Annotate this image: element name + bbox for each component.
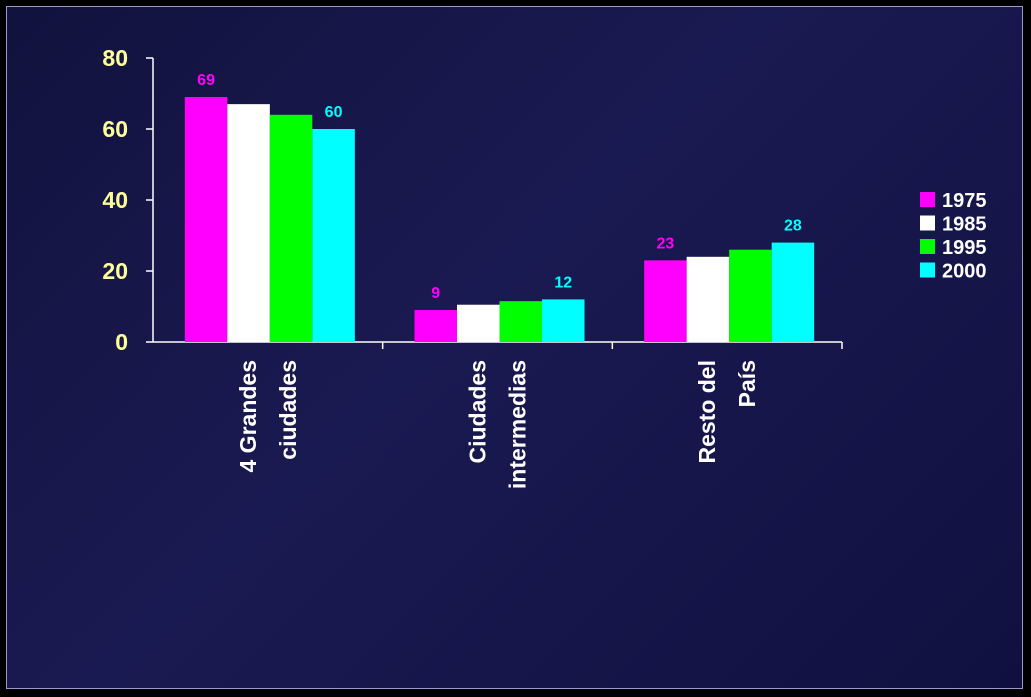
y-tick-label: 20 bbox=[102, 258, 128, 284]
bar bbox=[771, 242, 815, 342]
legend-swatch bbox=[920, 262, 935, 278]
data-label: 9 bbox=[431, 285, 440, 302]
y-tick-label: 80 bbox=[102, 45, 128, 71]
slide-frame bbox=[6, 6, 1023, 689]
legend-label: 1995 bbox=[942, 237, 987, 259]
y-tick-label: 0 bbox=[115, 329, 128, 355]
data-label: 60 bbox=[325, 104, 343, 121]
bar bbox=[499, 301, 542, 342]
category-label: Resto del País bbox=[694, 360, 760, 464]
data-label: 69 bbox=[197, 72, 215, 89]
category-label: 4 Grandes ciudades bbox=[235, 360, 301, 473]
legend-swatch bbox=[920, 215, 935, 231]
legend-swatch bbox=[920, 192, 935, 207]
bar bbox=[729, 249, 772, 342]
y-tick-label: 60 bbox=[102, 116, 128, 142]
bar bbox=[312, 129, 355, 342]
data-label: 28 bbox=[784, 218, 802, 235]
legend-swatch bbox=[920, 239, 935, 254]
legend-label: 1975 bbox=[942, 190, 987, 212]
bar bbox=[227, 104, 270, 343]
category-label: Ciudades intermedias bbox=[465, 360, 531, 489]
category-label-line: Resto del bbox=[694, 360, 720, 464]
bar bbox=[686, 256, 730, 342]
category-label-line: intermedias bbox=[505, 360, 531, 489]
category-label-line: ciudades bbox=[275, 360, 301, 460]
y-tick-label: 40 bbox=[102, 187, 128, 213]
bar bbox=[542, 299, 585, 342]
legend-label: 2000 bbox=[942, 261, 987, 283]
bar bbox=[457, 304, 500, 342]
bar bbox=[269, 114, 313, 342]
category-label-line: Ciudades bbox=[465, 360, 491, 464]
bar bbox=[644, 260, 687, 342]
bar bbox=[414, 310, 457, 342]
category-label-line: País bbox=[734, 360, 760, 407]
legend-label: 1985 bbox=[942, 214, 987, 236]
category-label-line: 4 Grandes bbox=[235, 360, 261, 473]
data-label: 12 bbox=[554, 274, 572, 291]
data-label: 23 bbox=[657, 235, 675, 252]
bar bbox=[184, 97, 228, 342]
